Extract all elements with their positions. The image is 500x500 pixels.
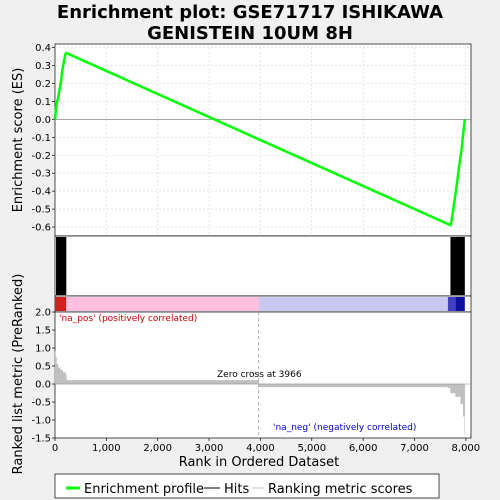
rank-colorbar-segment xyxy=(447,297,456,311)
es-y-tick-label: 0.1 xyxy=(35,97,51,108)
x-tick-label: 0 xyxy=(52,443,58,454)
es-y-tick-label: -0.5 xyxy=(31,205,51,216)
es-y-tick-label: -0.2 xyxy=(31,151,51,162)
x-tick-label: 6,000 xyxy=(349,443,378,454)
rank-colorbar-segment xyxy=(55,297,67,311)
metric-y-tick-label: 1.5 xyxy=(35,326,51,337)
metric-y-tick-label: -1.5 xyxy=(31,434,51,445)
rank-colorbar-segment xyxy=(455,297,465,311)
es-y-tick-label: 0.2 xyxy=(35,79,51,90)
x-tick-label: 2,000 xyxy=(143,443,172,454)
neg-correlated-label: 'na_neg' (negatively correlated) xyxy=(273,423,416,433)
enrichment-profile-line xyxy=(53,51,467,227)
hit-marks xyxy=(450,237,465,295)
chart-title-line1: Enrichment plot: GSE71717 ISHIKAWA xyxy=(56,2,444,23)
es-y-tick-label: -0.1 xyxy=(31,133,51,144)
metric-y-tick-label: -1.0 xyxy=(31,416,51,427)
x-tick-label: 5,000 xyxy=(297,443,326,454)
hit-marks xyxy=(56,237,67,295)
x-tick-label: 8,000 xyxy=(452,443,481,454)
metric-y-tick-label: 1.0 xyxy=(35,344,51,355)
x-tick-label: 4,000 xyxy=(246,443,275,454)
x-tick-label: 7,000 xyxy=(400,443,429,454)
metric-y-axis-label: Ranked list metric (PreRanked) xyxy=(11,274,26,475)
es-y-tick-label: 0.4 xyxy=(35,43,51,54)
es-y-axis-label: Enrichment score (ES) xyxy=(11,68,26,213)
metric-y-tick-label: 0.5 xyxy=(35,362,51,373)
x-tick-label: 1,000 xyxy=(92,443,121,454)
pos-correlated-label: 'na_pos' (positively correlated) xyxy=(59,314,197,324)
legend-metric-label: Ranking metric scores xyxy=(268,482,413,497)
rank-colorbar-segment xyxy=(258,297,448,311)
metric-y-tick-label: 2.0 xyxy=(35,308,51,319)
metric-panel xyxy=(54,311,472,439)
ranking-metric-area xyxy=(54,351,466,435)
metric-y-tick-label: -0.5 xyxy=(31,398,51,409)
x-tick-label: 3,000 xyxy=(195,443,224,454)
chart-title-line2: GENISTEIN 10UM 8H xyxy=(147,23,353,44)
es-y-tick-label: 0.0 xyxy=(35,115,51,126)
es-y-tick-label: -0.6 xyxy=(31,223,51,234)
es-y-tick-label: -0.4 xyxy=(31,187,51,198)
legend-enrichment-label: Enrichment profile xyxy=(84,482,204,497)
metric-y-tick-label: 0.0 xyxy=(35,380,51,391)
legend-hits-label: Hits xyxy=(224,482,249,497)
chart-title: Enrichment plot: GSE71717 ISHIKAWA GENIS… xyxy=(0,2,500,44)
hits-panel xyxy=(54,235,472,297)
legend-box xyxy=(54,473,440,499)
zero-cross-label: Zero cross at 3966 xyxy=(217,370,302,380)
es-y-tick-label: -0.3 xyxy=(31,169,51,180)
es-y-tick-label: 0.3 xyxy=(35,61,51,72)
rank-colorbar-segment xyxy=(66,297,259,311)
x-axis-label: Rank in Ordered Dataset xyxy=(179,455,340,470)
